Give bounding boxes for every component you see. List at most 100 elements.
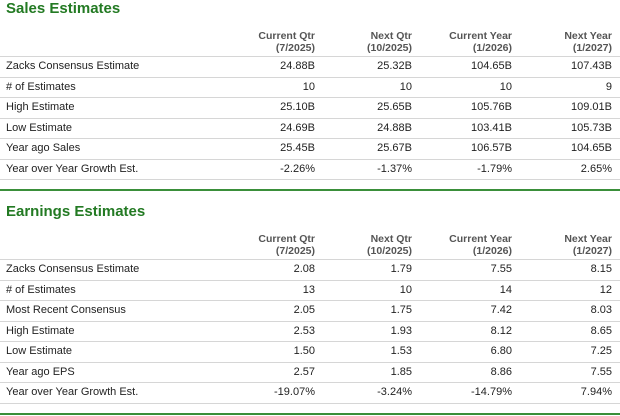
row-divider [0,158,620,160]
column-period: (1/2026) [472,42,512,54]
value-cell: 8.12 [490,324,512,337]
value-cell: 8.65 [590,324,612,337]
row-label: Year over Year Growth Est. [6,386,139,398]
value-cell: 25.32B [377,60,412,72]
value-cell: 25.67B [377,142,412,154]
value-cell: 6.80 [490,345,512,357]
value-cell: -1.79% [477,162,512,175]
row-label: # of Estimates [6,283,76,296]
value-cell: 2.05 [293,304,315,316]
section-rule [0,412,620,415]
value-cell: 1.79 [390,263,412,275]
row-label: Year over Year Growth Est. [6,162,139,175]
row-divider [0,97,620,98]
value-cell: 8.03 [590,304,612,316]
column-name: Current Year [449,30,512,42]
value-cell: 2.65% [580,162,612,175]
row-divider [0,138,620,139]
value-cell: 8.15 [590,263,612,275]
row-label: Year ago Sales [6,142,81,154]
column-name: Next Year [564,233,612,245]
header-divider [0,259,620,260]
value-cell: 109.01B [571,101,612,113]
column-period: (1/2027) [572,42,612,54]
value-cell: 13 [302,283,315,296]
value-cell: 2.08 [293,263,315,275]
value-cell: -1.37% [377,162,412,175]
value-cell: 24.69B [280,121,315,134]
value-cell: 14 [499,283,512,296]
value-cell: 1.93 [390,324,412,337]
row-label: Year ago EPS [6,365,75,378]
section-title: Sales Estimates [6,0,121,17]
row-divider [0,279,620,281]
value-cell: 7.94% [580,386,612,398]
column-name: Current Qtr [258,233,315,245]
row-divider [0,76,620,78]
value-cell: 104.65B [471,60,512,72]
value-cell: 8.86 [490,365,512,378]
value-cell: 12 [599,283,612,296]
value-cell: 25.10B [280,101,315,113]
row-divider [0,320,620,322]
value-cell: 10 [302,80,315,93]
column-period: (7/2025) [275,42,315,54]
row-label: Zacks Consensus Estimate [6,263,140,275]
value-cell: 10 [399,80,412,93]
value-cell: 105.73B [571,121,612,134]
value-cell: 7.55 [490,263,512,275]
column-name: Next Qtr [370,30,412,42]
value-cell: 1.50 [293,345,315,357]
value-cell: 10 [399,283,412,296]
column-period: (10/2025) [367,245,412,257]
column-period: (1/2026) [472,245,512,257]
column-name: Next Qtr [370,233,412,245]
value-cell: 105.76B [471,101,512,113]
value-cell: 10 [499,80,512,93]
row-divider [0,300,620,301]
value-cell: 1.75 [390,304,412,316]
row-label: Low Estimate [6,121,73,134]
row-divider [0,341,620,342]
column-name: Current Year [449,233,512,245]
value-cell: 107.43B [571,60,612,72]
value-cell: 2.57 [293,365,315,378]
value-cell: 25.65B [377,101,412,113]
value-cell: -14.79% [471,386,512,398]
value-cell: 24.88B [377,121,412,134]
value-cell: 9 [605,80,612,93]
value-cell: 7.55 [590,365,612,378]
row-divider [0,382,620,383]
row-label: Zacks Consensus Estimate [6,60,140,72]
row-label: # of Estimates [6,80,76,93]
column-period: (10/2025) [367,42,412,54]
row-divider [0,179,620,180]
value-cell: 2.53 [293,324,315,337]
row-label: High Estimate [6,324,75,337]
section-rule [0,189,620,191]
column-name: Next Year [564,30,612,42]
value-cell: 7.25 [590,345,612,357]
row-divider [0,402,620,404]
row-label: High Estimate [6,101,75,113]
value-cell: 106.57B [471,142,512,154]
value-cell: 24.88B [280,60,315,72]
value-cell: -19.07% [274,386,315,398]
value-cell: 103.41B [471,121,512,134]
row-label: Most Recent Consensus [6,304,126,316]
header-divider [0,56,620,57]
value-cell: 25.45B [280,142,315,154]
row-label: Low Estimate [6,345,73,357]
value-cell: -2.26% [280,162,315,175]
value-cell: 104.65B [571,142,612,154]
value-cell: 1.85 [390,365,412,378]
value-cell: 1.53 [390,345,412,357]
column-period: (1/2027) [572,245,612,257]
column-name: Current Qtr [258,30,315,42]
row-divider [0,361,620,363]
section-title: Earnings Estimates [6,203,146,220]
value-cell: -3.24% [377,386,412,398]
column-period: (7/2025) [275,245,315,257]
row-divider [0,117,620,119]
